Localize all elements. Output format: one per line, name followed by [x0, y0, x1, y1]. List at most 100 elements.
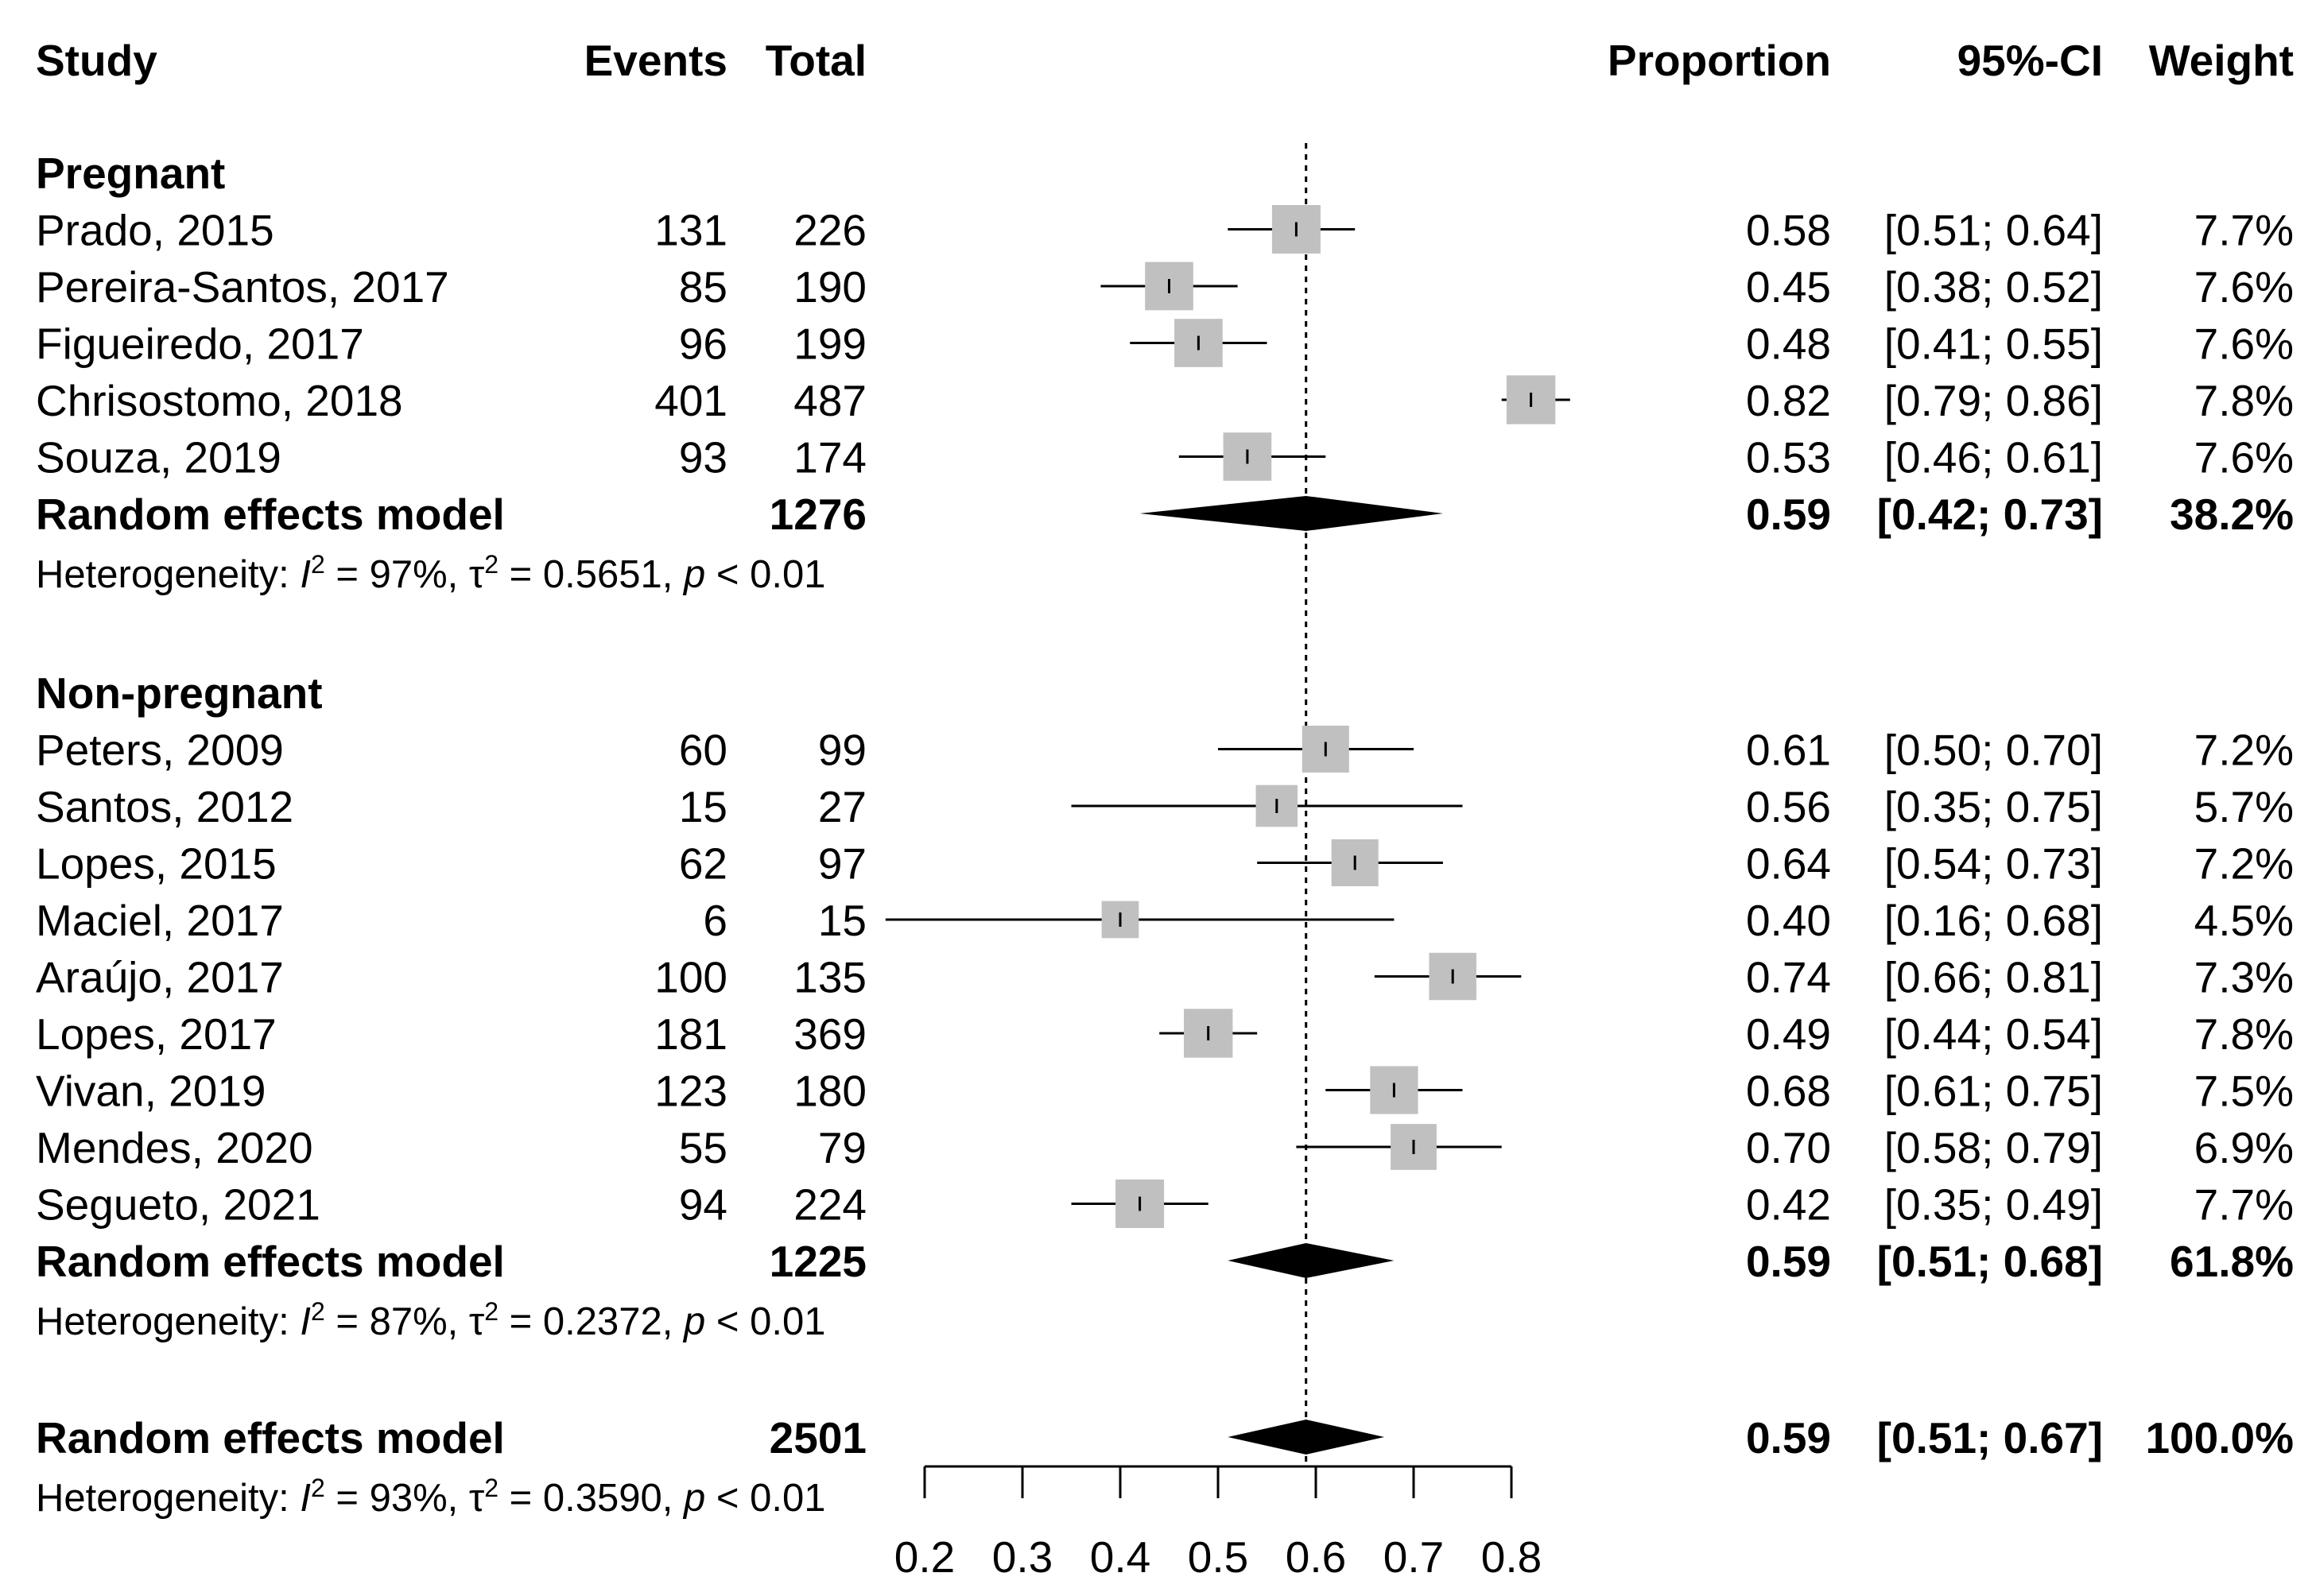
study-weight: 7.6% — [2194, 433, 2294, 482]
study-name: Peters, 2009 — [36, 726, 284, 775]
study-name: Vivan, 2019 — [36, 1067, 266, 1116]
study-total: 199 — [793, 320, 867, 369]
x-tick-label: 0.7 — [1383, 1532, 1444, 1582]
study-proportion: 0.56 — [1746, 782, 1831, 831]
header-proportion: Proportion — [1608, 36, 1831, 85]
group-title: Non-pregnant — [36, 668, 323, 718]
plot-marks-layer — [885, 204, 1570, 1455]
study-name: Araújo, 2017 — [36, 953, 284, 1002]
study-total: 15 — [818, 896, 867, 945]
study-ci: [0.46; 0.61] — [1884, 433, 2103, 482]
subgroup-summary-proportion: 0.59 — [1746, 1237, 1831, 1286]
study-total: 99 — [818, 726, 867, 775]
study-name: Lopes, 2017 — [36, 1009, 277, 1059]
study-ci: [0.61; 0.75] — [1884, 1067, 2103, 1116]
study-proportion: 0.49 — [1746, 1009, 1831, 1059]
study-total: 226 — [793, 206, 867, 255]
study-weight: 6.9% — [2194, 1123, 2294, 1172]
subgroup-summary-proportion: 0.59 — [1746, 490, 1831, 539]
study-name: Maciel, 2017 — [36, 896, 284, 945]
study-total: 180 — [793, 1067, 867, 1116]
study-ci: [0.66; 0.81] — [1884, 953, 2103, 1002]
study-ci: [0.35; 0.75] — [1884, 782, 2103, 831]
study-proportion: 0.58 — [1746, 206, 1831, 255]
subgroup-heterogeneity: Heterogeneity: I2 = 87%, τ2 = 0.2372, p … — [36, 1297, 826, 1343]
study-weight: 7.2% — [2194, 839, 2294, 889]
overall-heterogeneity: Heterogeneity: I2 = 93%, τ2 = 0.3590, p … — [36, 1474, 826, 1520]
study-ci: [0.38; 0.52] — [1884, 262, 2103, 312]
study-weight: 7.8% — [2194, 376, 2294, 425]
header-total: Total — [766, 36, 867, 85]
subgroup-summary-label: Random effects model — [36, 490, 505, 539]
study-events: 62 — [679, 839, 727, 889]
overall-diamond — [1228, 1420, 1385, 1455]
study-name: Prado, 2015 — [36, 206, 274, 255]
study-weight: 7.6% — [2194, 262, 2294, 312]
subgroup-summary-ci: [0.51; 0.68] — [1877, 1237, 2103, 1286]
study-events: 100 — [654, 953, 727, 1002]
study-proportion: 0.68 — [1746, 1067, 1831, 1116]
study-events: 60 — [679, 726, 727, 775]
study-ci: [0.79; 0.86] — [1884, 376, 2103, 425]
x-tick-label: 0.2 — [894, 1532, 955, 1582]
study-events: 55 — [679, 1123, 727, 1172]
study-ci: [0.44; 0.54] — [1884, 1009, 2103, 1059]
study-name: Lopes, 2015 — [36, 839, 277, 889]
subgroup-summary-weight: 38.2% — [2170, 490, 2294, 539]
study-proportion: 0.40 — [1746, 896, 1831, 945]
study-proportion: 0.64 — [1746, 839, 1831, 889]
x-tick-label: 0.8 — [1481, 1532, 1542, 1582]
overall-summary-proportion: 0.59 — [1746, 1413, 1831, 1462]
study-weight: 5.7% — [2194, 782, 2294, 831]
study-total: 224 — [793, 1180, 867, 1230]
study-proportion: 0.74 — [1746, 953, 1831, 1002]
study-ci: [0.35; 0.49] — [1884, 1180, 2103, 1230]
header-study: Study — [36, 36, 157, 85]
study-name: Segueto, 2021 — [36, 1180, 320, 1230]
study-events: 401 — [654, 376, 727, 425]
subgroup-heterogeneity: Heterogeneity: I2 = 97%, τ2 = 0.5651, p … — [36, 550, 826, 596]
study-proportion: 0.45 — [1746, 262, 1831, 312]
study-name: Santos, 2012 — [36, 782, 293, 831]
x-tick-label: 0.6 — [1286, 1532, 1346, 1582]
study-events: 94 — [679, 1180, 727, 1230]
study-weight: 7.6% — [2194, 320, 2294, 369]
study-ci: [0.51; 0.64] — [1884, 206, 2103, 255]
study-total: 97 — [818, 839, 867, 889]
study-events: 96 — [679, 320, 727, 369]
study-ci: [0.16; 0.68] — [1884, 896, 2103, 945]
study-total: 190 — [793, 262, 867, 312]
study-weight: 7.8% — [2194, 1009, 2294, 1059]
study-name: Chrisostomo, 2018 — [36, 376, 403, 425]
study-name: Mendes, 2020 — [36, 1123, 313, 1172]
x-tick-label: 0.3 — [992, 1532, 1053, 1582]
subgroup-summary-weight: 61.8% — [2170, 1237, 2294, 1286]
study-proportion: 0.61 — [1746, 726, 1831, 775]
study-events: 123 — [654, 1067, 727, 1116]
study-total: 79 — [818, 1123, 867, 1172]
study-proportion: 0.70 — [1746, 1123, 1831, 1172]
subgroup-summary-total: 1276 — [770, 490, 867, 539]
study-name: Figueiredo, 2017 — [36, 320, 364, 369]
study-events: 131 — [654, 206, 727, 255]
study-ci: [0.58; 0.79] — [1884, 1123, 2103, 1172]
study-ci: [0.50; 0.70] — [1884, 726, 2103, 775]
overall-summary-weight: 100.0% — [2145, 1413, 2294, 1462]
study-ci: [0.54; 0.73] — [1884, 839, 2103, 889]
study-events: 15 — [679, 782, 727, 831]
study-events: 85 — [679, 262, 727, 312]
study-weight: 7.7% — [2194, 206, 2294, 255]
header-ci: 95%-CI — [1957, 36, 2103, 85]
study-proportion: 0.42 — [1746, 1180, 1831, 1230]
header-weight: Weight — [2149, 36, 2294, 85]
study-total: 487 — [793, 376, 867, 425]
study-weight: 7.5% — [2194, 1067, 2294, 1116]
subgroup-diamond — [1228, 1243, 1395, 1278]
study-events: 6 — [703, 896, 727, 945]
overall-summary-total: 2501 — [770, 1413, 867, 1462]
study-total: 135 — [793, 953, 867, 1002]
header-events: Events — [584, 36, 727, 85]
study-total: 369 — [793, 1009, 867, 1059]
study-ci: [0.41; 0.55] — [1884, 320, 2103, 369]
